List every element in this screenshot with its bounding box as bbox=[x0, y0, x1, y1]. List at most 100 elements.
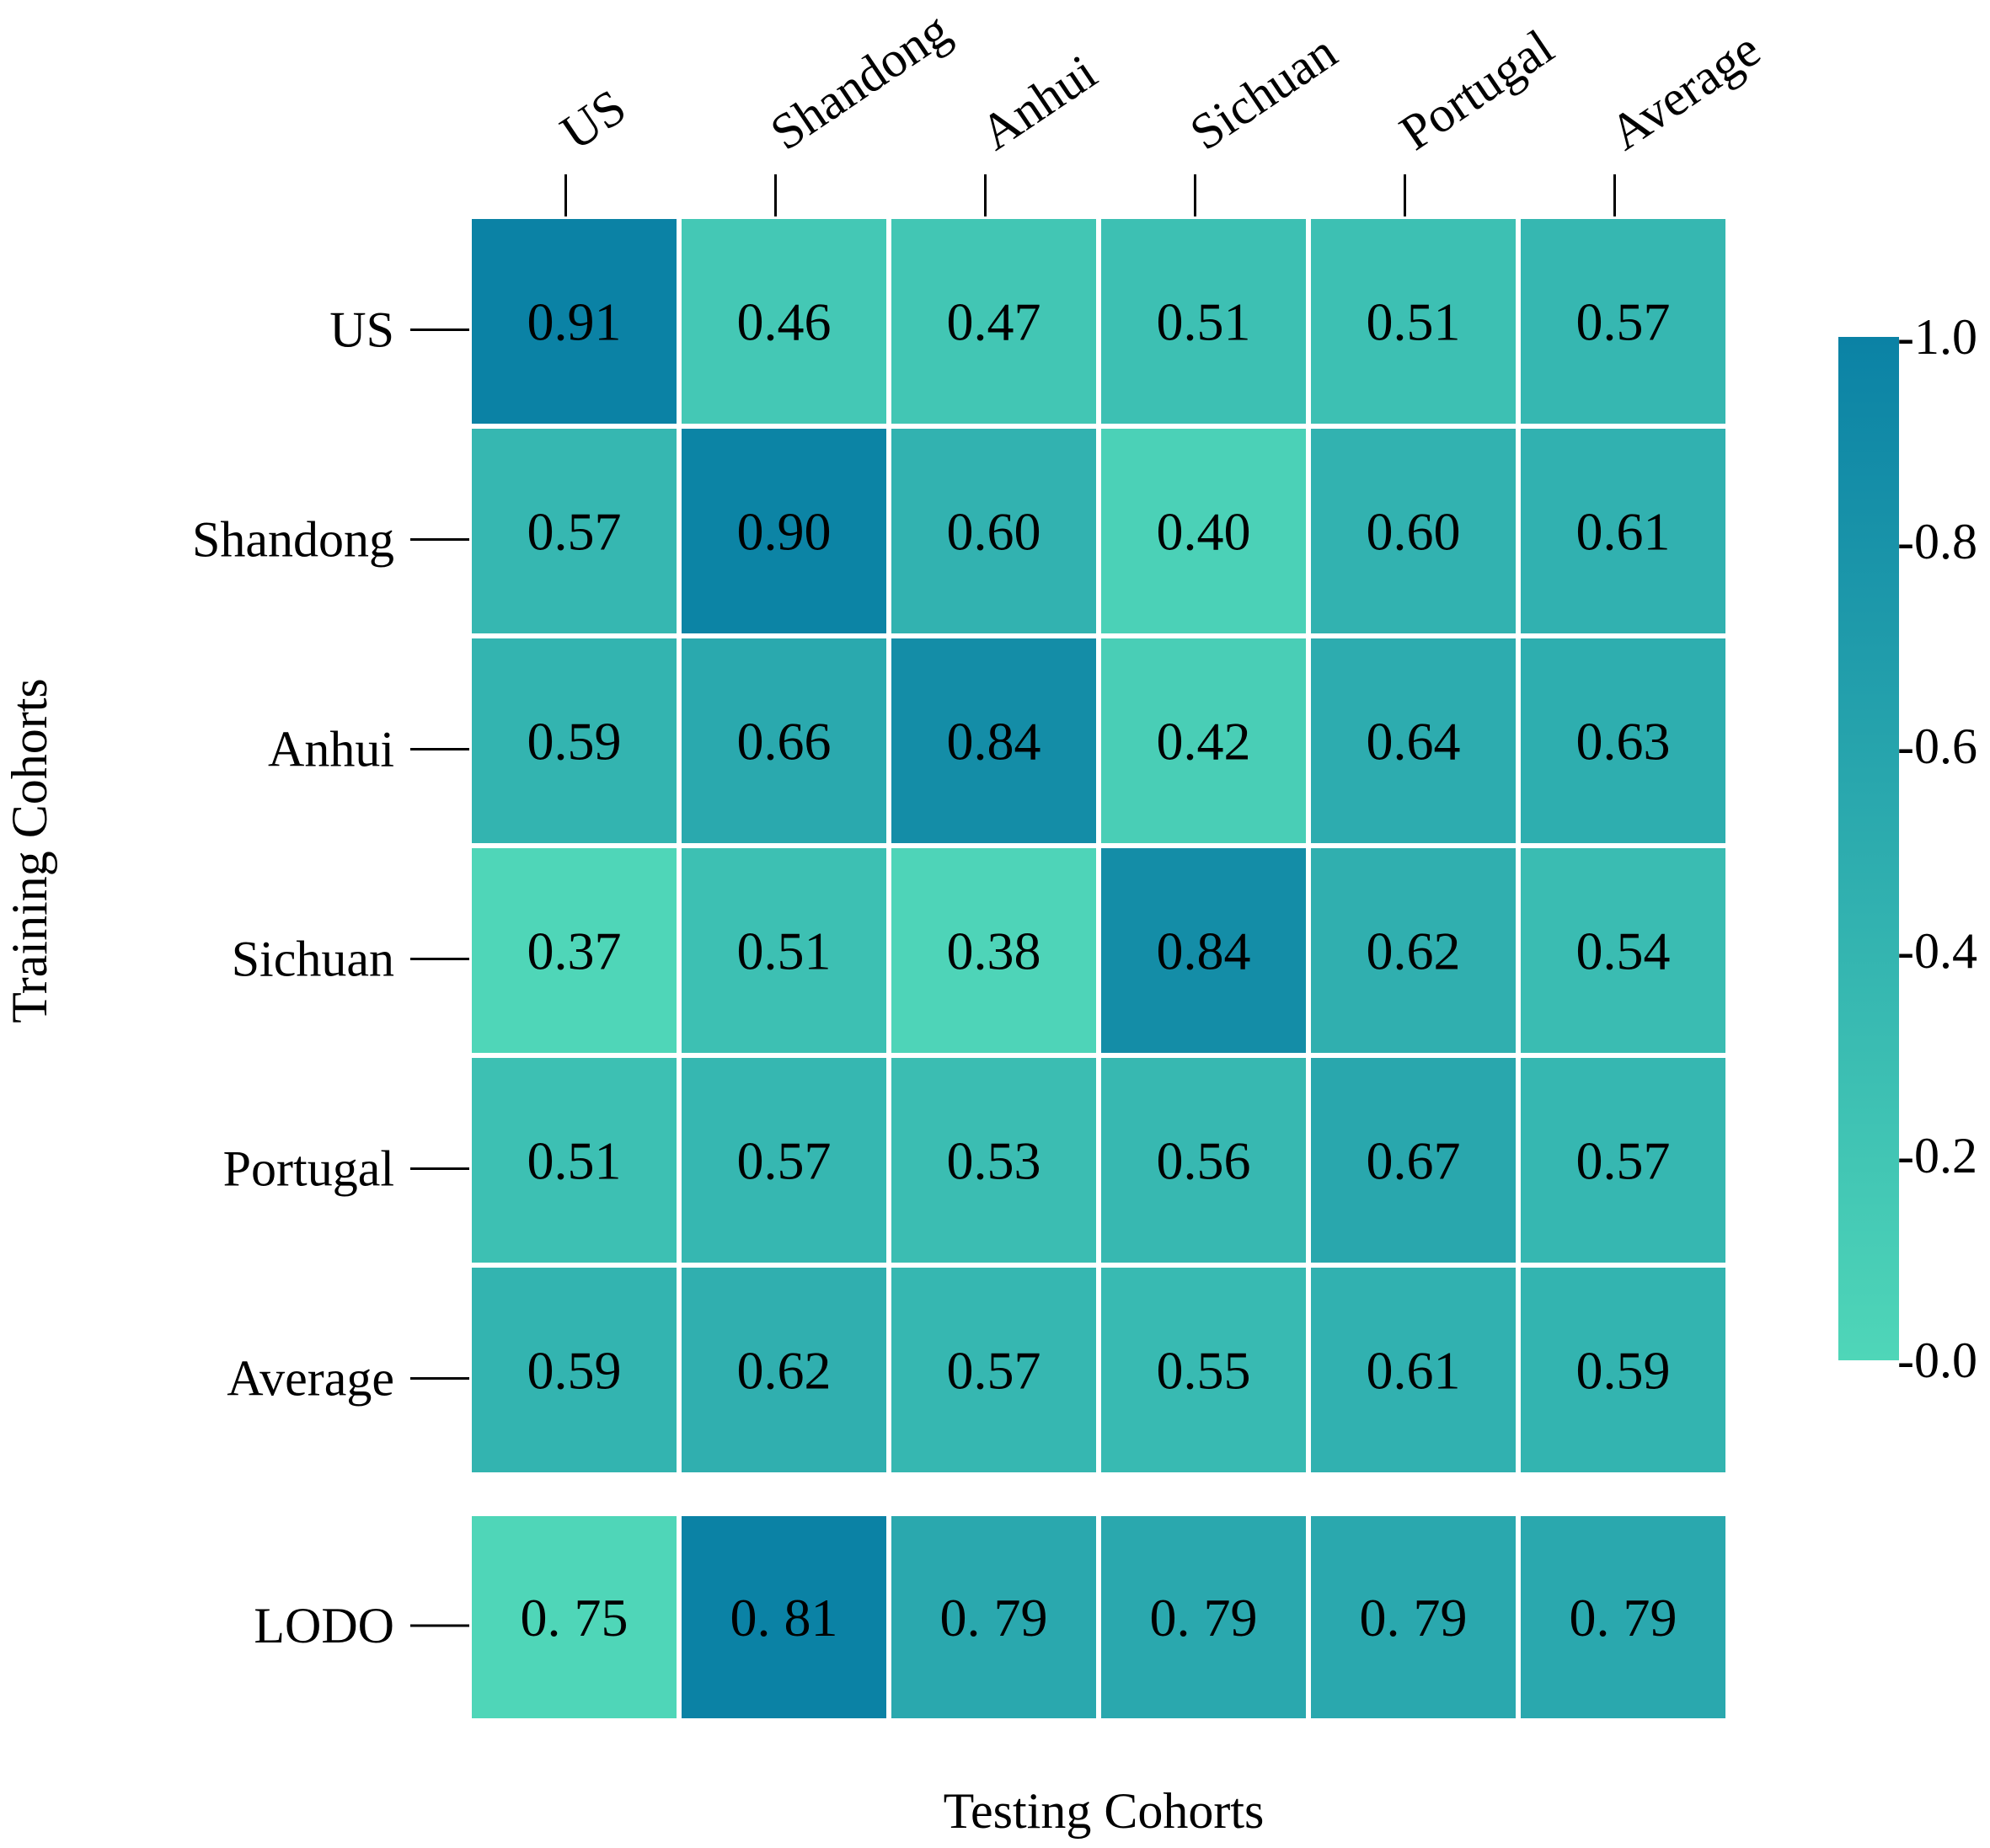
heatmap-cell bbox=[682, 1268, 886, 1472]
heatmap-cell bbox=[472, 429, 677, 633]
heatmap-cell bbox=[682, 429, 886, 633]
heatmap-cell bbox=[1101, 1268, 1306, 1472]
heatmap-cell bbox=[891, 638, 1096, 843]
row-tick-labels: US Shandong Anhui Sichuan Portugal Average LOD… bbox=[192, 302, 469, 1653]
heatmap-cell bbox=[472, 1268, 677, 1472]
heatmap-cell bbox=[891, 429, 1096, 633]
lodo-cell bbox=[891, 1516, 1096, 1718]
cell-value-label: 0.59 bbox=[527, 712, 622, 772]
lodo-cell bbox=[1311, 1516, 1516, 1718]
cell-value-label: 0.38 bbox=[947, 921, 1041, 981]
cell-value-label: 0.90 bbox=[737, 502, 832, 562]
colorbar-tick-label: -0.6 bbox=[1897, 718, 1977, 774]
heatmap-cell bbox=[891, 219, 1096, 424]
lodo-value-label: 0. 79 bbox=[1360, 1588, 1468, 1648]
lodo-cell bbox=[1101, 1516, 1306, 1718]
cell-value-label: 0.57 bbox=[527, 502, 622, 562]
lodo-value-label: 0. 81 bbox=[730, 1588, 838, 1648]
cell-value-label: 0.46 bbox=[737, 292, 832, 352]
heatmap-cell bbox=[1311, 219, 1516, 424]
cell-value-label: 0.51 bbox=[1157, 292, 1251, 352]
heatmap-cell bbox=[891, 1058, 1096, 1263]
cell-value-label: 0.64 bbox=[1367, 712, 1461, 772]
heatmap-cell bbox=[1521, 848, 1725, 1053]
column-tick-label: US bbox=[551, 78, 635, 161]
heatmap-cell bbox=[472, 848, 677, 1053]
column-tick-label: Sichuan bbox=[1180, 24, 1346, 161]
cell-value-label: 0.37 bbox=[527, 921, 622, 981]
heatmap-cell bbox=[1311, 1058, 1516, 1263]
lodo-cell bbox=[472, 1516, 677, 1718]
cell-value-label: 0.51 bbox=[527, 1131, 622, 1191]
cell-value-label: 0.62 bbox=[737, 1341, 832, 1401]
row-tick-label: LODO bbox=[254, 1598, 394, 1653]
heatmap-cell bbox=[472, 638, 677, 843]
cell-value-label: 0.42 bbox=[1157, 712, 1251, 772]
x-axis-label: Testing Cohorts bbox=[944, 1783, 1265, 1839]
heatmap-cell bbox=[1311, 429, 1516, 633]
colorbar-tick-label: -0.0 bbox=[1897, 1333, 1977, 1388]
heatmap-cell bbox=[1521, 1268, 1725, 1472]
heatmap-cell bbox=[891, 848, 1096, 1053]
column-tick-label: Average bbox=[1600, 21, 1770, 161]
cell-value-label: 0.66 bbox=[737, 712, 832, 772]
lodo-value-label: 0. 79 bbox=[1570, 1588, 1677, 1648]
lodo-value-label: 0. 75 bbox=[521, 1588, 629, 1648]
cell-value-label: 0.60 bbox=[1367, 502, 1461, 562]
heatmap-cell bbox=[682, 1058, 886, 1263]
colorbar: -1.0 -0.8 -0.6 -0.4 -0.2 -0.0 bbox=[1838, 309, 1977, 1388]
cell-value-label: 0.51 bbox=[737, 921, 832, 981]
heatmap-cell bbox=[472, 1058, 677, 1263]
cell-value-label: 0.84 bbox=[947, 712, 1041, 772]
lodo-value-label: 0. 79 bbox=[1150, 1588, 1258, 1648]
cell-value-label: 0.61 bbox=[1576, 502, 1671, 562]
heatmap-cells: 0.91 0.46 0.47 0.51 0.51 0.57 0.57 0.90 0.60 0.40… bbox=[472, 219, 1725, 1472]
column-tick-label: Shandong bbox=[761, 2, 960, 161]
colorbar-tick-label: -0.2 bbox=[1897, 1128, 1977, 1183]
colorbar-tick-label: -1.0 bbox=[1897, 309, 1977, 365]
heatmap-cell bbox=[682, 848, 886, 1053]
heatmap-cell bbox=[1311, 1268, 1516, 1472]
cell-value-label: 0.63 bbox=[1576, 712, 1671, 772]
cell-value-label: 0.62 bbox=[1367, 921, 1461, 981]
cell-value-label: 0.53 bbox=[947, 1131, 1041, 1191]
cell-value-label: 0.57 bbox=[947, 1341, 1041, 1401]
cell-value-label: 0.54 bbox=[1576, 921, 1671, 981]
row-tick-label: Shandong bbox=[192, 512, 394, 568]
heatmap-cell bbox=[1101, 638, 1306, 843]
cell-value-label: 0.84 bbox=[1157, 921, 1251, 981]
heatmap-cell bbox=[1521, 429, 1725, 633]
cell-value-label: 0.91 bbox=[527, 292, 622, 352]
heatmap-cell bbox=[1521, 638, 1725, 843]
cell-value-label: 0.55 bbox=[1157, 1341, 1251, 1401]
cell-value-label: 0.59 bbox=[527, 1341, 622, 1401]
colorbar-gradient bbox=[1838, 337, 1899, 1360]
row-tick-label: Average bbox=[227, 1351, 394, 1407]
heatmap-cell bbox=[891, 1268, 1096, 1472]
cell-value-label: 0.67 bbox=[1367, 1131, 1461, 1191]
heatmap-cell bbox=[1101, 429, 1306, 633]
colorbar-ticks: -1.0 -0.8 -0.6 -0.4 -0.2 -0.0 bbox=[1897, 309, 1977, 1388]
row-tick-label: Portugal bbox=[223, 1141, 394, 1197]
column-tick-label: Anhui bbox=[971, 44, 1106, 161]
lodo-cell bbox=[1521, 1516, 1725, 1718]
colorbar-tick-label: -0.4 bbox=[1897, 923, 1977, 979]
row-tick-label: US bbox=[329, 302, 394, 358]
row-tick-label: Sichuan bbox=[232, 932, 394, 987]
heatmap-cell bbox=[682, 638, 886, 843]
heatmap-cell bbox=[1101, 219, 1306, 424]
cell-value-label: 0.40 bbox=[1157, 502, 1251, 562]
column-tick-label: Portugal bbox=[1390, 19, 1563, 160]
cell-value-label: 0.57 bbox=[1576, 292, 1671, 352]
cell-value-label: 0.51 bbox=[1367, 292, 1461, 352]
y-axis-label: Training Cohorts bbox=[2, 678, 57, 1023]
lodo-cell bbox=[682, 1516, 886, 1718]
cell-value-label: 0.59 bbox=[1576, 1341, 1671, 1401]
heatmap-cell bbox=[1101, 848, 1306, 1053]
heatmap-cell bbox=[1101, 1058, 1306, 1263]
cell-value-label: 0.47 bbox=[947, 292, 1041, 352]
heatmap-cell bbox=[1521, 1058, 1725, 1263]
cell-value-label: 0.57 bbox=[737, 1131, 832, 1191]
colorbar-tick-label: -0.8 bbox=[1897, 514, 1977, 569]
